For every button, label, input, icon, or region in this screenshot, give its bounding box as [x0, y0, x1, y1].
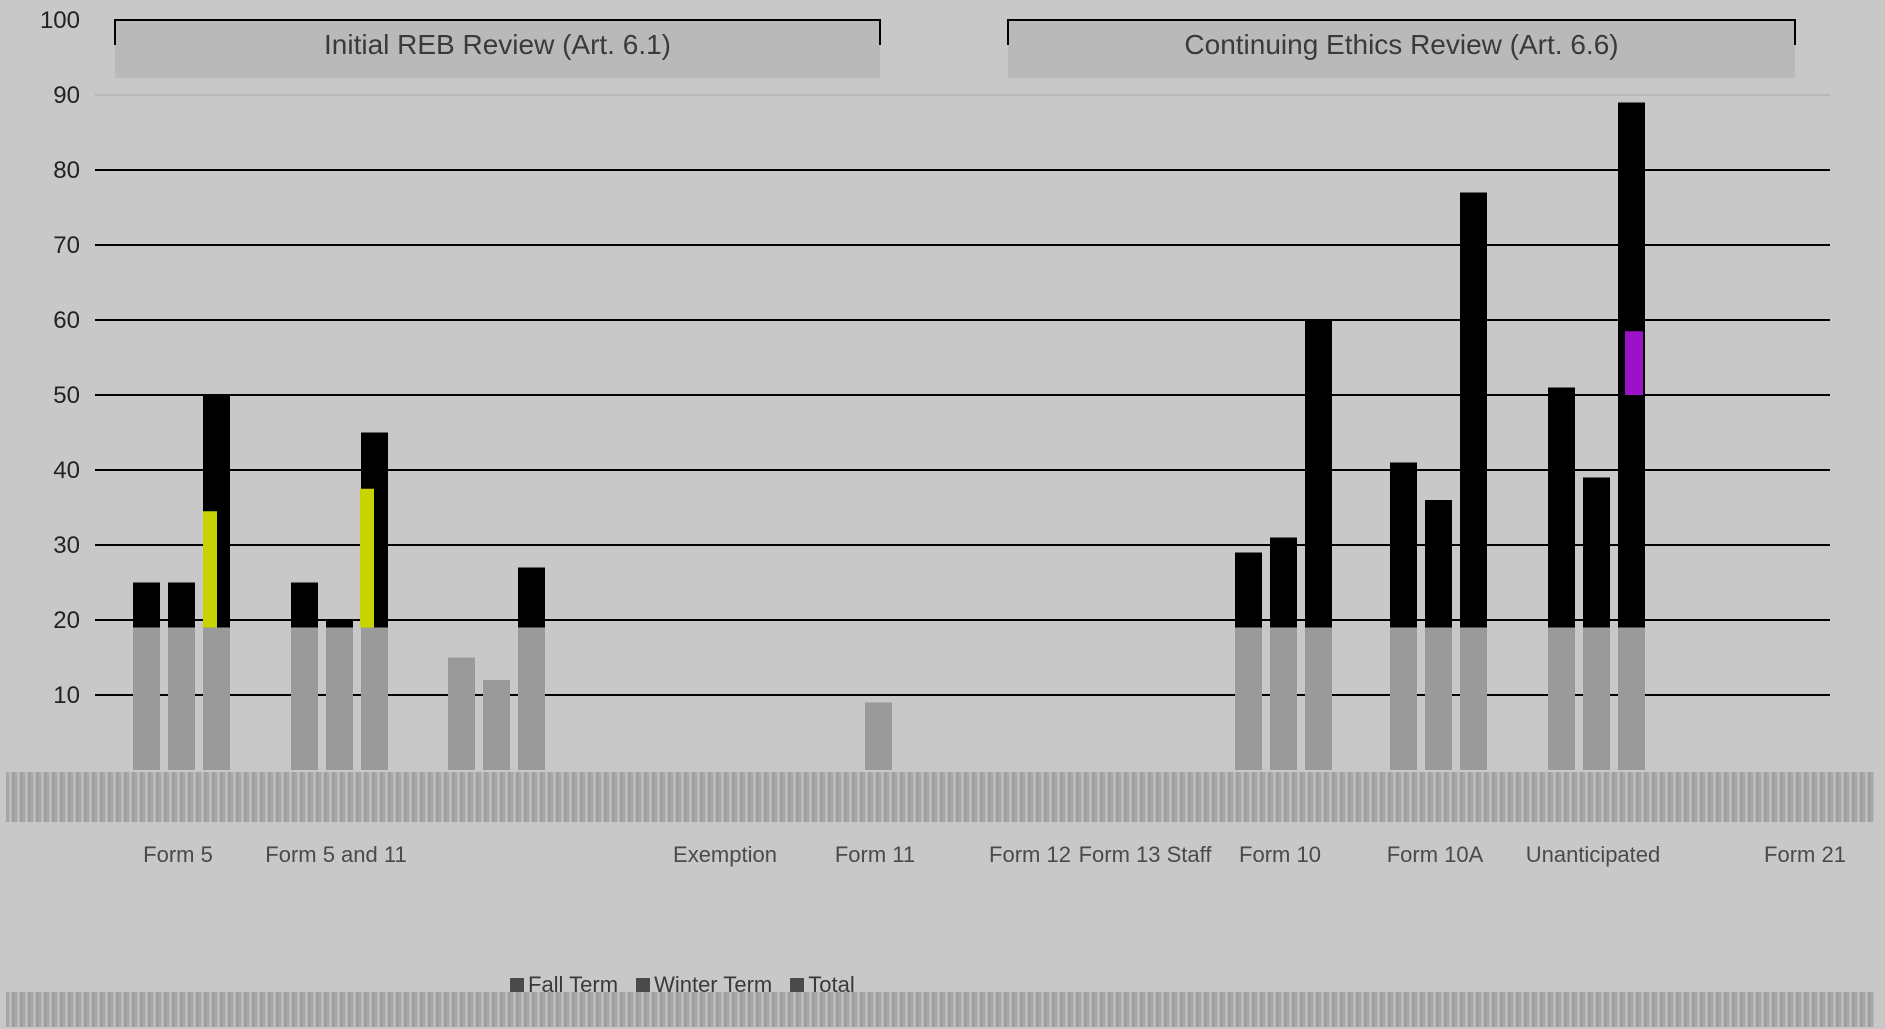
- y-tick-label: 10: [53, 682, 80, 709]
- bar-accent: [203, 511, 217, 628]
- x-tick-label: Form 10A: [1387, 842, 1484, 867]
- legend-item-winter: Winter Term: [636, 972, 772, 998]
- region-box: [115, 20, 880, 78]
- bar-segment: [203, 627, 230, 770]
- bar-segment: [483, 680, 510, 770]
- y-tick-label: 70: [53, 232, 80, 259]
- x-tick-label: Form 10: [1239, 842, 1321, 867]
- bar-segment: [1305, 627, 1332, 770]
- bar-segment: [1235, 552, 1262, 628]
- x-tick-label: Form 5 and 11: [265, 842, 406, 867]
- bar-segment: [1583, 627, 1610, 770]
- bar-segment: [448, 657, 475, 770]
- bar-segment: [1235, 627, 1262, 770]
- x-tick-label: Form 12: [989, 842, 1071, 867]
- legend-swatch-icon: [790, 978, 805, 992]
- bar-segment: [865, 702, 892, 770]
- bar-segment: [518, 567, 545, 628]
- bar-segment: [291, 627, 318, 770]
- bar-segment: [326, 627, 353, 770]
- y-tick-label: 20: [53, 607, 80, 634]
- region-headers: Initial REB Review (Art. 6.1) Continuing …: [114, 19, 1796, 78]
- x-axis-ticks: Form 5 Form 5 and 11 Exemption Form 11 Form …: [143, 842, 1846, 867]
- bar-segment: [1460, 192, 1487, 628]
- region-bracket: [114, 19, 881, 45]
- y-tick-label: 50: [53, 382, 80, 409]
- region-box: [1008, 20, 1795, 78]
- garbled-footer-band: [6, 992, 1874, 1027]
- legend-item-total: Total: [790, 972, 855, 998]
- legend-swatch-icon: [510, 978, 524, 992]
- x-tick-label: Form 13 Staff: [1079, 842, 1213, 867]
- x-tick-label: Form 11: [835, 842, 915, 867]
- bar-segment: [1425, 627, 1452, 770]
- bar-segment: [1390, 462, 1417, 628]
- region-label: Initial REB Review (Art. 6.1): [324, 29, 671, 60]
- bar-segment: [1548, 387, 1575, 628]
- y-tick-label: 90: [53, 82, 80, 109]
- bar-segment: [518, 627, 545, 770]
- bar-accent: [360, 488, 374, 628]
- bar-segment: [1305, 320, 1332, 628]
- bar-segment: [1270, 627, 1297, 770]
- bar-segment: [1548, 627, 1575, 770]
- bar-segment: [1618, 627, 1645, 770]
- y-tick-label: 40: [53, 457, 80, 484]
- legend-item-fall: Fall Term: [510, 972, 618, 998]
- region-label: Continuing Ethics Review (Art. 6.6): [1184, 29, 1618, 60]
- bars: [133, 102, 1645, 770]
- bar-segment: [326, 620, 353, 628]
- y-tick-label: 30: [53, 532, 80, 559]
- bar-segment: [168, 627, 195, 770]
- garbled-axis-band: [6, 772, 1874, 822]
- bar-segment: [1460, 627, 1487, 770]
- y-axis-ticks: 10 20 30 40 50 60 70 80 90 100: [40, 7, 80, 709]
- legend-swatch-icon: [636, 978, 651, 992]
- bar-segment: [1425, 500, 1452, 628]
- legend: Fall Term Winter Term Total: [510, 972, 855, 998]
- bar-segment: [133, 582, 160, 628]
- bar-segment: [1583, 477, 1610, 628]
- y-tick-label: 100: [40, 7, 80, 34]
- y-tick-label: 60: [53, 307, 80, 334]
- legend-label: Fall Term: [528, 972, 619, 997]
- x-tick-label: Exemption: [673, 842, 777, 867]
- bar-segment: [1270, 537, 1297, 628]
- bar-segment: [361, 627, 388, 770]
- bar-segment: [168, 582, 195, 628]
- y-tick-label: 80: [53, 157, 80, 184]
- bar-segment: [133, 627, 160, 770]
- x-tick-label: Form 5: [143, 842, 213, 867]
- bar-segment: [1390, 627, 1417, 770]
- legend-label: Total: [808, 972, 855, 997]
- x-tick-label: Unanticipated: [1526, 842, 1661, 867]
- region-bracket: [1007, 19, 1796, 45]
- legend-label: Winter Term: [654, 972, 773, 997]
- bar-accent: [1625, 331, 1643, 395]
- x-tick-label: Form 21: [1764, 842, 1846, 867]
- bar-segment: [291, 582, 318, 628]
